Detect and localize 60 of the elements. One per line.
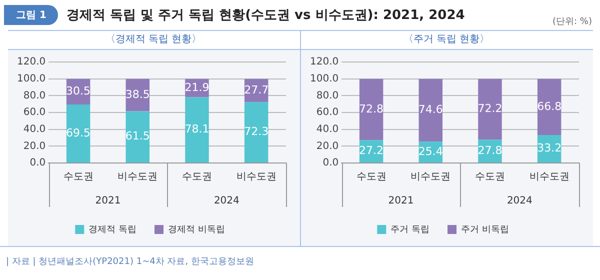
y-tick-label: 80.0 (316, 90, 338, 102)
x-tick-label: 비수도권 (236, 172, 276, 183)
data-label: 21.9 (184, 80, 209, 94)
text: 2024 (506, 196, 532, 207)
text: (단위: %) (552, 16, 592, 29)
x-tick-label: 비수도권 (117, 172, 158, 183)
data-label: 27.8 (477, 144, 502, 157)
x-tick-label: 수도권 (181, 172, 212, 183)
data-label: 30.5 (66, 84, 90, 98)
text: | 자료 | 청년패널조사(YP2021) 1~4차 자료, 한국고용정보원 (6, 257, 254, 267)
y-tick-label: 40.0 (316, 124, 338, 135)
chart-title: 〈경제적 독립 현황〉 (8, 30, 300, 50)
y-tick-label: 100.0 (16, 73, 46, 84)
bar (536, 78, 561, 136)
y-tick-label: 120.0 (16, 56, 46, 68)
data-label: 72.3 (244, 125, 268, 138)
bar (244, 102, 268, 162)
x-tick-label: 비수도권 (410, 172, 450, 183)
data-label: 72.8 (358, 102, 384, 116)
legend-label: 경제적 독립 (88, 224, 136, 235)
data-label: 72.2 (477, 102, 502, 116)
legend-label: 주거 독립 (390, 224, 430, 235)
y-tick-label: 20.0 (316, 140, 338, 152)
y-tick-label: 60.0 (316, 107, 338, 118)
y-tick-label: 120.0 (309, 56, 338, 68)
bar (358, 78, 383, 140)
x-tick-label: 수도권 (474, 172, 504, 183)
data-label: 38.5 (124, 88, 150, 101)
text: 2021 (388, 196, 414, 207)
legend-label: 주거 비독립 (460, 224, 508, 235)
x-tick-label: 수도권 (356, 172, 386, 183)
data-label: 69.5 (66, 126, 90, 140)
x-tick-label: 비수도권 (528, 172, 569, 183)
data-label: 61.5 (124, 130, 150, 143)
bar (478, 78, 502, 140)
bar (66, 104, 90, 162)
bar (125, 111, 150, 162)
legend-label: 경제적 비독립 (168, 224, 224, 235)
text: 2024 (213, 196, 239, 207)
data-label: 74.6 (418, 103, 442, 116)
data-label: 27.7 (244, 83, 268, 96)
data-label: 78.1 (184, 122, 209, 136)
y-tick-label: 40.0 (22, 124, 46, 135)
y-tick-label: 0.0 (322, 158, 338, 169)
bar (418, 78, 442, 142)
text: 2021 (94, 196, 120, 207)
data-label: 66.8 (536, 100, 562, 113)
y-tick-label: 20.0 (22, 140, 46, 152)
data-label: 33.2 (536, 142, 562, 155)
caption: 그림 1 (4, 5, 58, 25)
data-label: 27.2 (358, 144, 384, 158)
data-label: 25.4 (418, 144, 442, 158)
bar (184, 97, 208, 162)
x-tick-label: 수도권 (62, 172, 93, 183)
chart-title: 〈주거 독립 현황〉 (300, 30, 592, 50)
y-tick-label: 100.0 (309, 73, 338, 84)
text: 경제적 독립 및 주거 독립 현황(수도권 vs 비수도권): 2021, 2024 (66, 7, 465, 24)
y-tick-label: 0.0 (29, 158, 46, 169)
y-tick-label: 60.0 (22, 107, 46, 118)
y-tick-label: 80.0 (22, 90, 46, 102)
